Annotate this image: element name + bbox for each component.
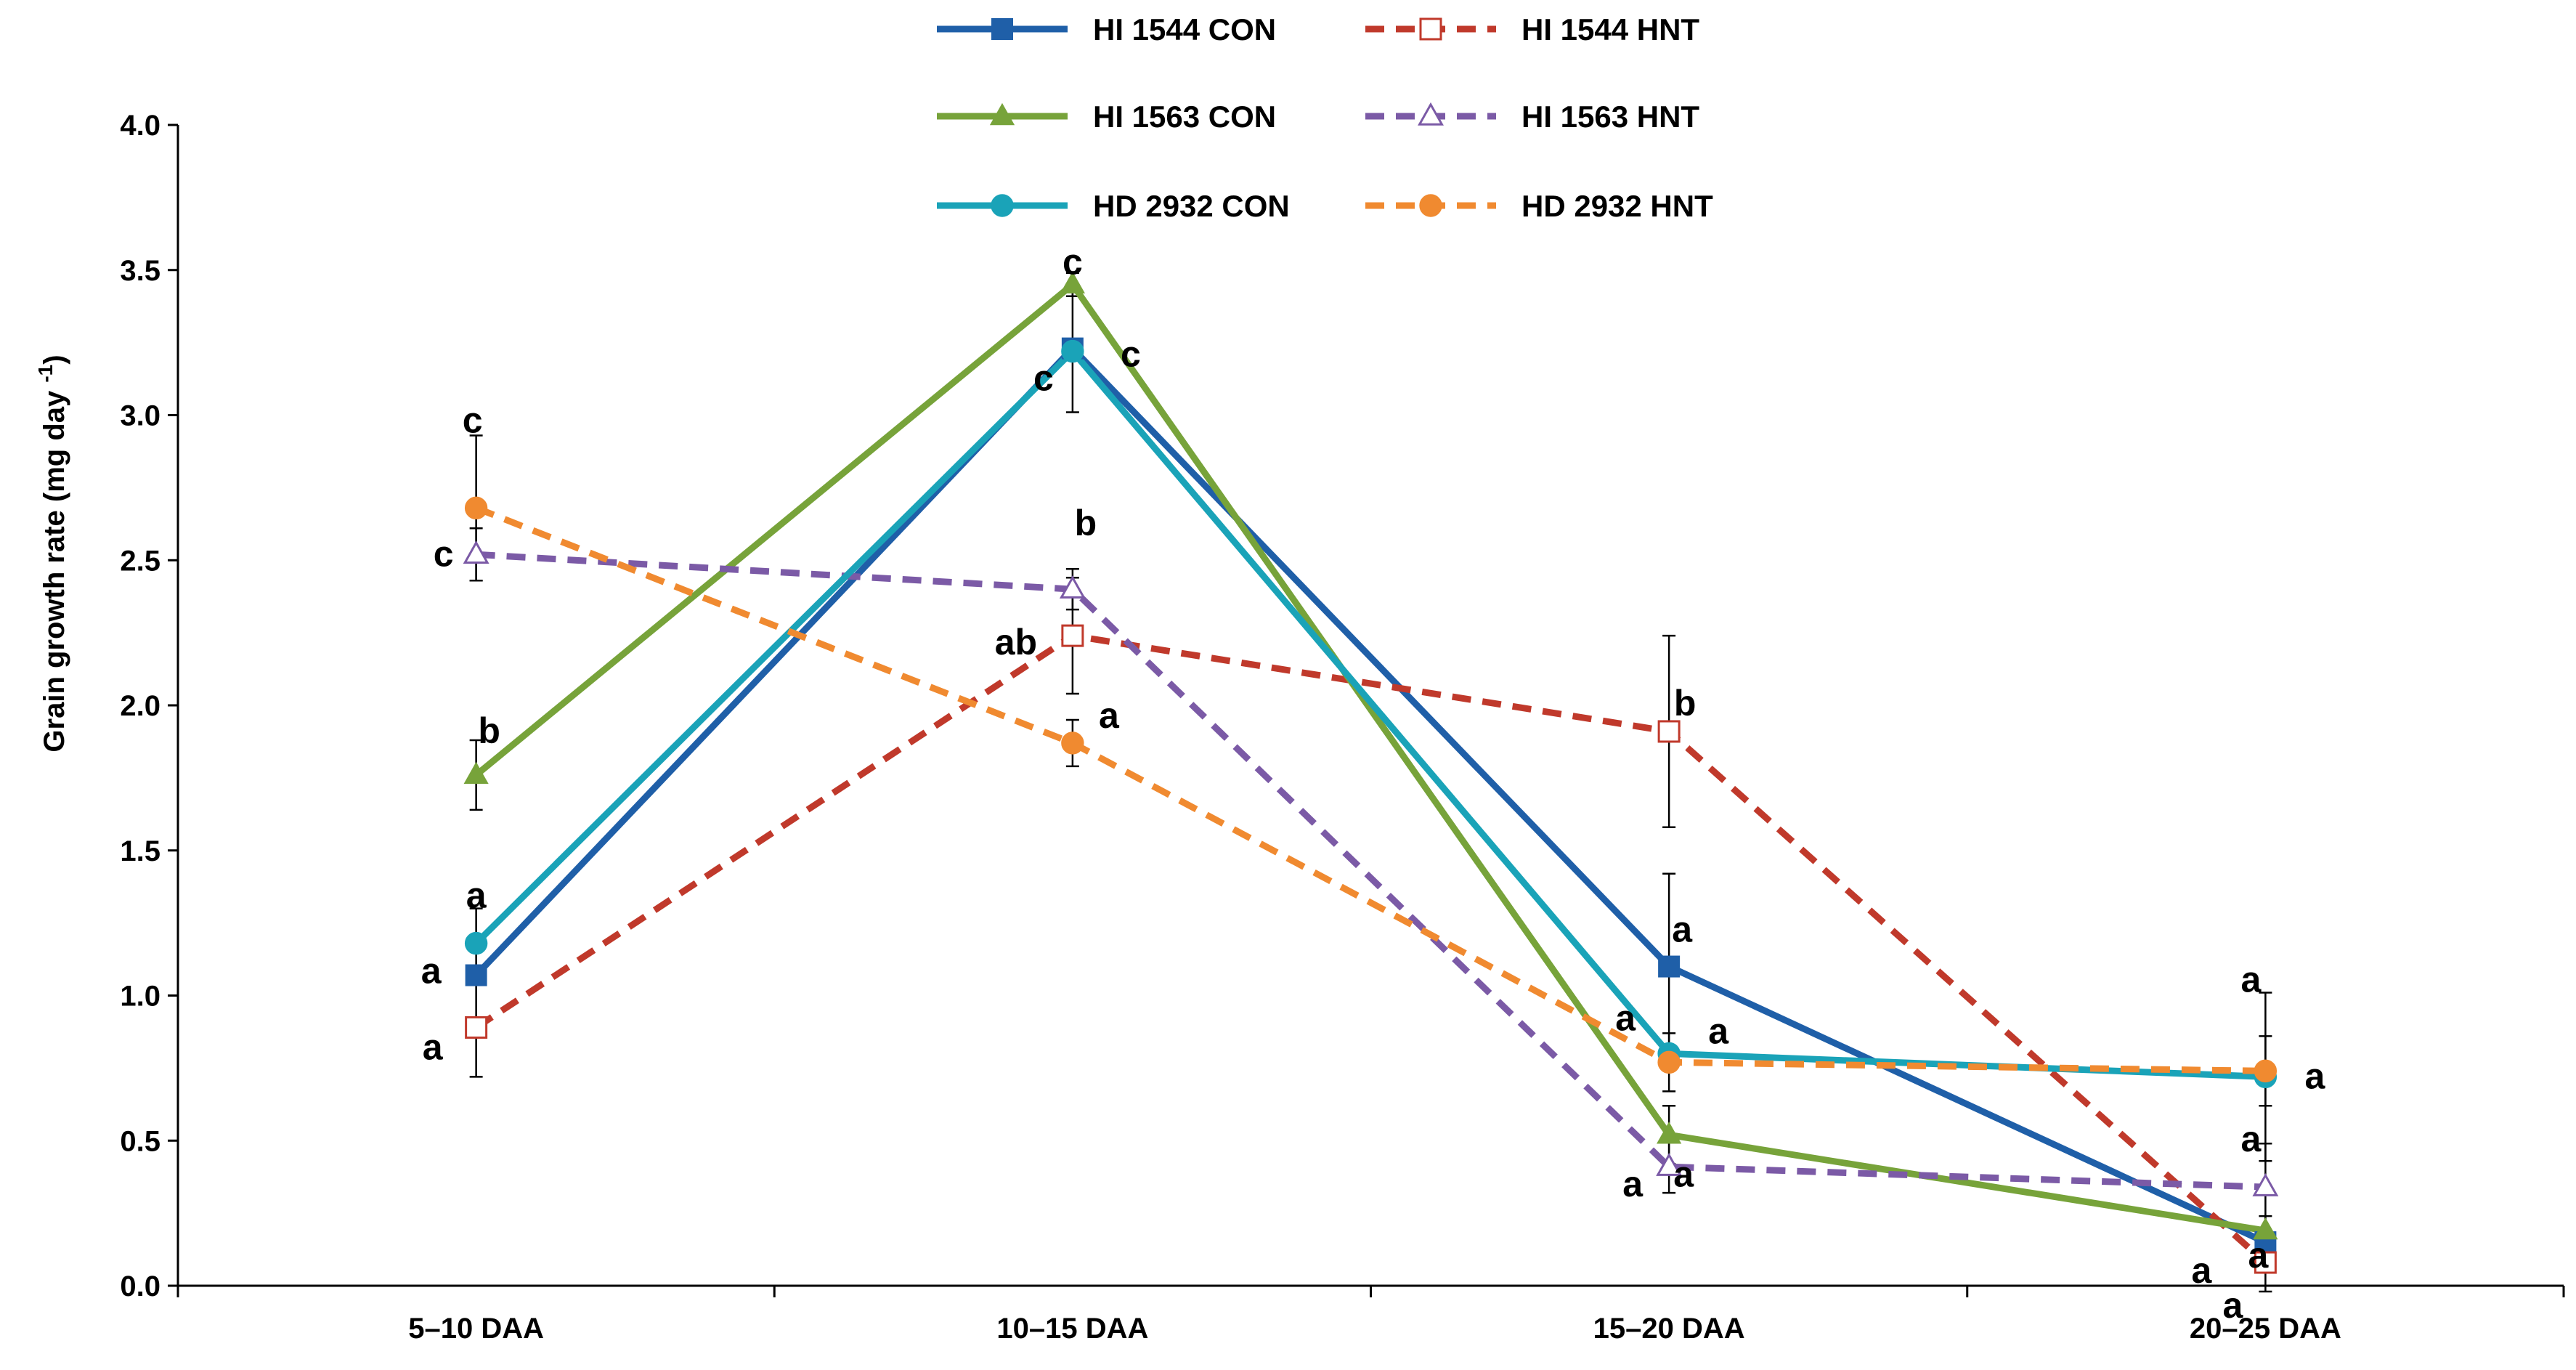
significance-label: a: [421, 951, 442, 992]
data-point: [1060, 271, 1085, 293]
significance-label: b: [478, 710, 500, 751]
significance-label: a: [2240, 959, 2262, 1000]
data-point: [1059, 575, 1086, 599]
significance-label: a: [423, 1026, 444, 1067]
data-point: [1061, 731, 1084, 755]
legend-label: HI 1544 HNT: [1521, 12, 1699, 46]
legend-swatch-marker: [991, 194, 1014, 217]
legend-swatch-marker: [1419, 17, 1442, 41]
series-line: [476, 551, 2266, 1191]
legend-label: HI 1563 CON: [1093, 100, 1276, 134]
legend-label: HD 2932 CON: [1093, 189, 1290, 223]
significance-label: a: [2248, 1235, 2269, 1276]
legend-label: HI 1544 CON: [1093, 12, 1276, 46]
y-tick-label: 3.0: [120, 400, 161, 432]
legend-swatch-marker: [1418, 102, 1444, 126]
data-point: [2254, 1059, 2278, 1083]
error-bars: [469, 272, 2272, 1293]
significance-label: b: [1674, 683, 1697, 723]
significance-label: b: [1075, 503, 1097, 543]
series-markers: [463, 271, 2279, 1274]
series-line: [474, 632, 2268, 1265]
significance-label: ab: [995, 622, 1037, 662]
significance-label: c: [463, 400, 483, 440]
data-point: [1657, 720, 1681, 743]
significance-label: a: [1622, 1164, 1643, 1204]
series-line: [474, 348, 2266, 1080]
data-point: [1657, 1050, 1681, 1074]
legend-label: HI 1563 HNT: [1521, 100, 1699, 134]
data-point: [464, 931, 488, 955]
series-line: [474, 505, 2266, 1074]
legend-swatch-marker: [991, 18, 1013, 40]
y-axis-title-close: ): [38, 354, 70, 364]
data-point: [464, 496, 488, 520]
data-point: [1061, 339, 1084, 363]
significance-label: a: [1672, 909, 1693, 950]
legend-label: HD 2932 HNT: [1521, 189, 1713, 223]
significance-label: a: [2304, 1055, 2325, 1096]
significance-label: c: [434, 533, 454, 574]
data-point: [2253, 1217, 2278, 1240]
significance-label: a: [466, 875, 487, 916]
data-point: [463, 540, 489, 564]
y-tick-label: 1.5: [120, 835, 161, 867]
data-point: [465, 964, 487, 986]
data-point: [463, 761, 489, 785]
y-axis-title: Grain growth rate (mg day -1): [34, 354, 70, 752]
data-point: [2252, 1173, 2279, 1196]
y-axis-title-superscript: -1: [34, 365, 57, 383]
significance-label: c: [1033, 358, 1054, 399]
y-tick-label: 0.5: [120, 1125, 161, 1157]
y-tick-label: 1.0: [120, 981, 161, 1013]
legend-swatch-marker: [1419, 194, 1442, 217]
data-point: [1656, 1153, 1683, 1176]
y-tick-label: 2.0: [120, 690, 161, 722]
x-tick-label: 5–10 DAA: [408, 1313, 544, 1345]
data-point: [1061, 624, 1084, 647]
series-line: [474, 345, 2267, 1246]
y-axis-title-main: Grain growth rate (mg day: [38, 383, 70, 753]
significance-label: a: [1708, 1010, 1729, 1051]
significance-label: a: [1099, 695, 1120, 736]
data-point: [465, 1016, 488, 1039]
data-point: [2254, 1251, 2277, 1274]
y-tick-label: 3.5: [120, 255, 161, 287]
significance-label: c: [1063, 242, 1083, 283]
axes: 0.0 0.5 1.0 1.5 2.0 2.5 3.0 3.5 4.0 5–10 DAA 10–15…: [120, 110, 2565, 1345]
significance-label: a: [2222, 1285, 2243, 1326]
legend: HI 1544 CON HI 1544 HNT HI 1563 CON HI 1563…: [937, 12, 1713, 223]
significance-label: a: [2191, 1250, 2212, 1291]
data-point: [1658, 955, 1681, 978]
y-tick-label: 4.0: [120, 110, 161, 142]
y-tick-label: 2.5: [120, 545, 161, 577]
significance-label: a: [2240, 1119, 2262, 1159]
x-tick-label: 15–20 DAA: [1593, 1313, 1745, 1345]
data-point: [1657, 1122, 1682, 1144]
series-line: [474, 281, 2267, 1234]
significance-label: a: [1615, 997, 1636, 1038]
x-tick-label: 10–15 DAA: [996, 1313, 1148, 1345]
series-lines: [474, 281, 2268, 1265]
significance-label: a: [1673, 1154, 1694, 1194]
significance-label: c: [1121, 334, 1141, 375]
x-tick-label: 20–25 DAA: [2190, 1313, 2341, 1345]
y-tick-label: 0.0: [120, 1270, 161, 1302]
legend-swatch-marker: [989, 102, 1015, 126]
